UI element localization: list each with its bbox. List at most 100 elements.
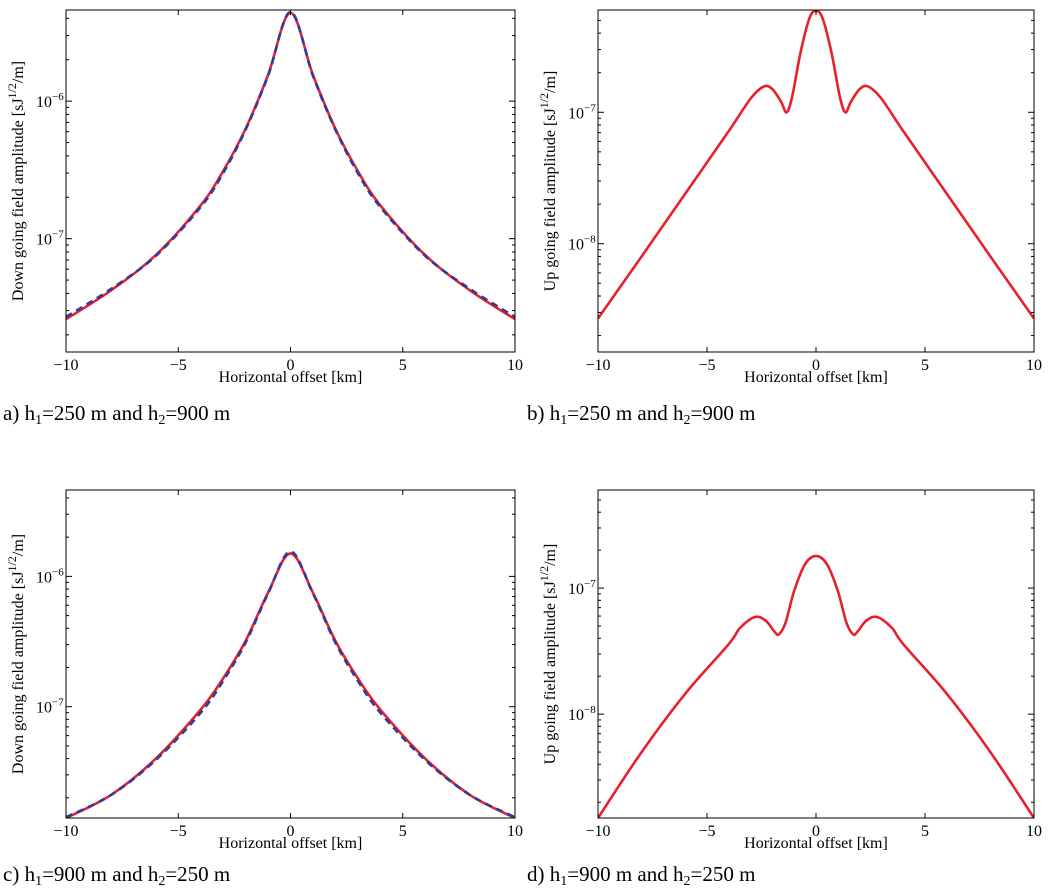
caption-subscript-1: 1 (35, 874, 42, 889)
x-tick-label: 0 (812, 823, 820, 840)
y-tick-base: 10 (36, 94, 52, 111)
x-tick-label: −5 (170, 357, 187, 374)
y-tick-base: 10 (568, 237, 584, 254)
y-tick-base: 10 (36, 569, 52, 586)
y-tick-exponent: −7 (52, 229, 64, 241)
axes-frame (597, 489, 1035, 819)
caption-subscript-2: 2 (684, 874, 691, 889)
axes-frame (597, 9, 1035, 353)
y-axis-label-text: Down going field amplitude [sJ (10, 571, 27, 774)
x-tick-label: 10 (1026, 823, 1042, 840)
caption-prefix: b) h (527, 401, 561, 425)
y-axis-label-sup: 1/2 (537, 93, 551, 108)
caption-suffix: =250 m (165, 862, 230, 886)
y-axis-label-sup: 1/2 (5, 83, 19, 98)
caption-subscript-2: 2 (684, 413, 691, 428)
y-tick-label: 10−6 (36, 566, 64, 586)
x-tick-label: −5 (170, 823, 187, 840)
x-axis-label: Horizontal offset [km] (744, 369, 888, 386)
x-axis-label: Horizontal offset [km] (219, 835, 363, 852)
y-axis-label-sup: 1/2 (537, 566, 551, 581)
series-solid-line (598, 554, 1034, 818)
panel-caption: a) h1=250 m and h2=900 m (3, 401, 230, 428)
caption-middle: =900 m and h (567, 862, 684, 886)
y-axis-label-tail: /m] (542, 71, 559, 93)
y-tick-label: 10−7 (568, 578, 596, 598)
y-tick-base: 10 (36, 232, 52, 249)
x-tick-label: −10 (585, 357, 610, 374)
y-tick-exponent: −8 (584, 234, 596, 246)
x-tick-label: 10 (1026, 357, 1042, 374)
y-tick-base: 10 (568, 105, 584, 122)
x-tick-label: 0 (812, 357, 820, 374)
y-tick-label: 10−8 (568, 704, 596, 724)
y-tick-label: 10−7 (36, 697, 64, 717)
x-tick-label: 10 (507, 823, 523, 840)
panel-caption: d) h1=900 m and h2=250 m (527, 862, 755, 889)
caption-subscript-1: 1 (560, 413, 567, 428)
x-tick-label: 10 (507, 357, 523, 374)
x-axis-label: Horizontal offset [km] (219, 369, 363, 386)
x-tick-label: −10 (53, 357, 78, 374)
y-tick-exponent: −6 (52, 566, 64, 578)
x-tick-label: 5 (921, 357, 929, 374)
x-axis-label: Horizontal offset [km] (744, 835, 888, 852)
caption-suffix: =900 m (691, 401, 756, 425)
y-axis-label: Up going field amplitude [sJ1/2/m] (537, 71, 559, 292)
x-tick-label: 5 (921, 823, 929, 840)
series-dashed-line (66, 550, 515, 818)
x-tick-label: 5 (399, 357, 407, 374)
series-dashed-line (66, 10, 515, 318)
x-tick-label: −5 (698, 357, 715, 374)
y-tick-base: 10 (36, 700, 52, 717)
y-axis-label: Up going field amplitude [sJ1/2/m] (537, 544, 559, 765)
y-tick-base: 10 (568, 581, 584, 598)
x-tick-label: −10 (585, 823, 610, 840)
caption-prefix: d) h (527, 862, 561, 886)
panel-caption: c) h1=900 m and h2=250 m (3, 862, 230, 889)
y-tick-exponent: −7 (584, 578, 596, 590)
y-axis-label-text: Up going field amplitude [sJ (542, 581, 559, 764)
y-tick-label: 10−7 (36, 229, 64, 249)
series-solid-line (598, 10, 1034, 320)
x-tick-label: 0 (287, 357, 295, 374)
x-tick-label: −10 (53, 823, 78, 840)
y-tick-label: 10−8 (568, 234, 596, 254)
series-solid-line (66, 552, 515, 818)
y-axis-label-tail: /m] (10, 534, 27, 556)
caption-suffix: =900 m (165, 401, 230, 425)
y-tick-exponent: −7 (584, 102, 596, 114)
caption-middle: =900 m and h (42, 862, 159, 886)
caption-subscript-2: 2 (158, 413, 165, 428)
y-tick-exponent: −8 (584, 704, 596, 716)
y-axis-label-tail: /m] (10, 61, 27, 83)
caption-subscript-1: 1 (35, 413, 42, 428)
y-axis-label-sup: 1/2 (5, 556, 19, 571)
axes-frame (65, 9, 516, 353)
y-axis-label-text: Down going field amplitude [sJ (10, 98, 27, 301)
y-tick-exponent: −7 (52, 697, 64, 709)
y-tick-exponent: −6 (52, 91, 64, 103)
caption-suffix: =250 m (691, 862, 756, 886)
caption-middle: =250 m and h (567, 401, 684, 425)
y-axis-label-tail: /m] (542, 544, 559, 566)
y-tick-label: 10−6 (36, 91, 64, 111)
caption-middle: =250 m and h (42, 401, 159, 425)
y-axis-label-text: Up going field amplitude [sJ (542, 108, 559, 291)
x-tick-label: 0 (287, 823, 295, 840)
x-tick-label: −5 (698, 823, 715, 840)
y-tick-base: 10 (568, 707, 584, 724)
x-tick-label: 5 (399, 823, 407, 840)
caption-prefix: a) h (3, 401, 36, 425)
y-tick-label: 10−7 (568, 102, 596, 122)
y-axis-label: Down going field amplitude [sJ1/2/m] (5, 61, 27, 301)
series-solid-line (66, 11, 515, 321)
caption-prefix: c) h (3, 862, 36, 886)
caption-subscript-1: 1 (560, 874, 567, 889)
panel-caption: b) h1=250 m and h2=900 m (527, 401, 755, 428)
